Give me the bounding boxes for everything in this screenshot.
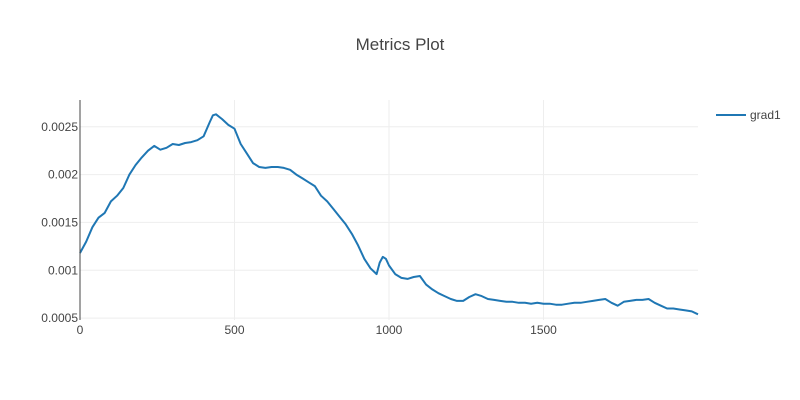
y-axis-ticks: 0.0005 0.001 0.0015 0.002 0.0025 — [41, 120, 78, 325]
grid — [80, 100, 698, 320]
y-tick-label: 0.0025 — [41, 120, 78, 134]
y-tick-label: 0.001 — [48, 263, 78, 277]
x-axis-ticks: 0 500 1000 1500 — [77, 323, 558, 337]
series-layer — [79, 113, 699, 316]
legend[interactable]: grad1 — [716, 108, 781, 122]
legend-label-grad1: grad1 — [750, 108, 781, 122]
x-tick-label: 1500 — [530, 323, 557, 337]
x-tick-label: 500 — [224, 323, 244, 337]
y-tick-label: 0.0005 — [41, 311, 78, 325]
chart-title: Metrics Plot — [356, 35, 445, 54]
x-tick-label: 0 — [77, 323, 84, 337]
y-tick-label: 0.0015 — [41, 215, 78, 229]
x-tick-label: 1000 — [376, 323, 403, 337]
y-tick-label: 0.002 — [48, 168, 78, 182]
series-line-grad1[interactable] — [79, 113, 699, 316]
